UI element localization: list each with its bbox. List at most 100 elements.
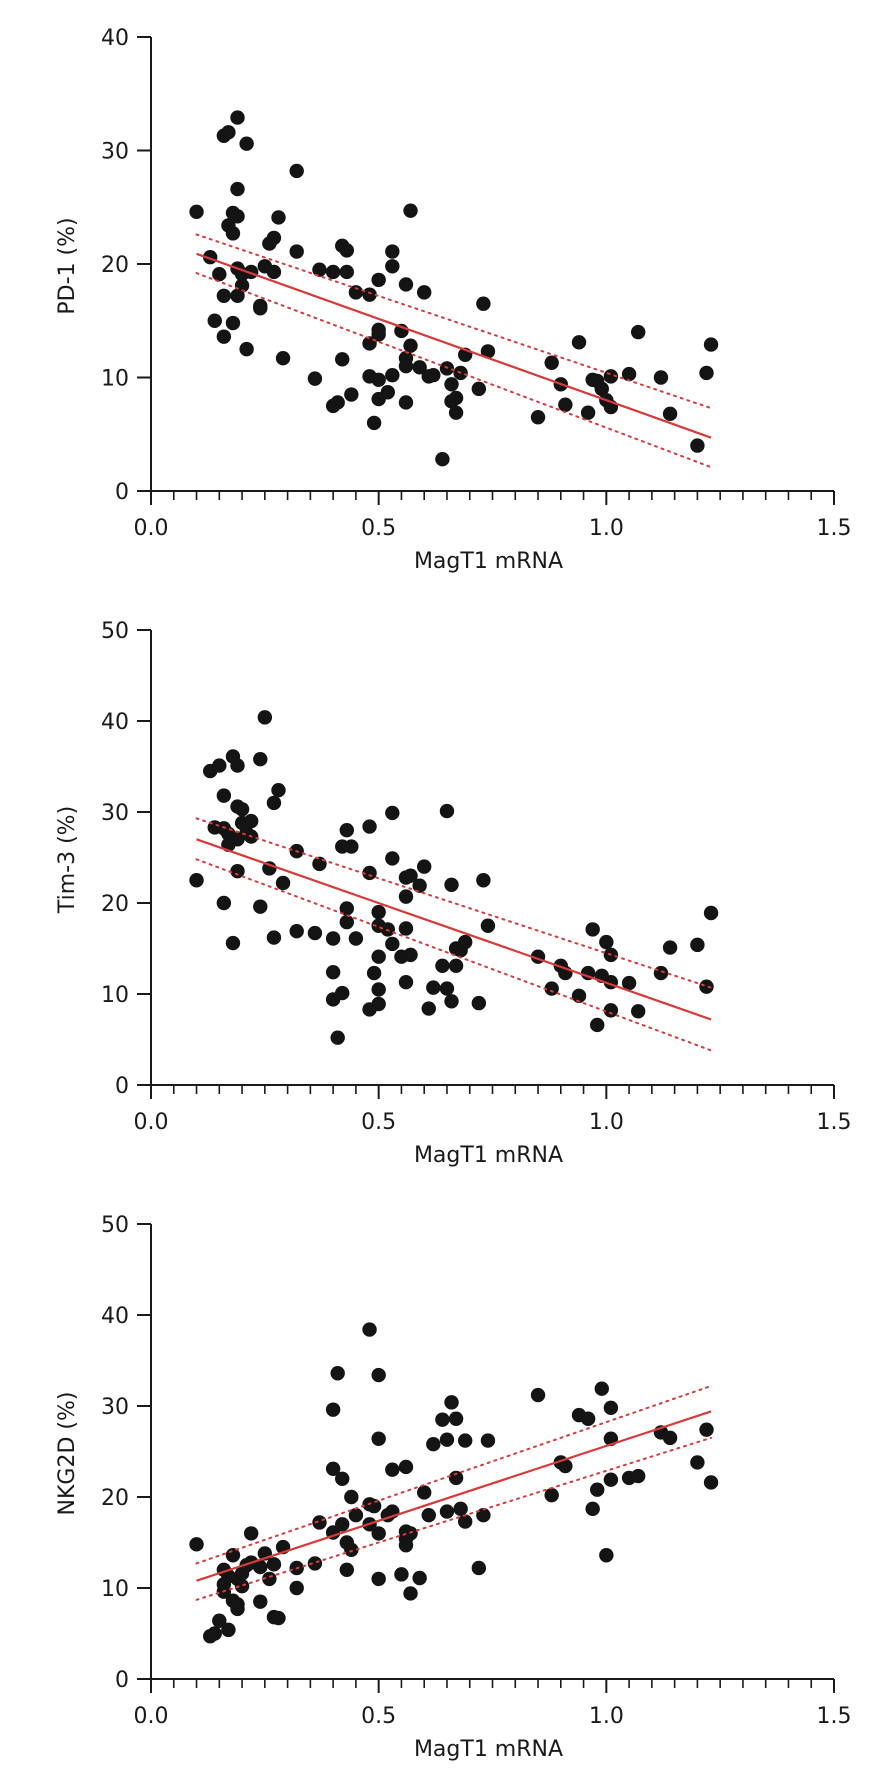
data-point	[594, 1381, 609, 1396]
data-point	[371, 327, 386, 342]
data-point	[662, 1430, 678, 1446]
data-point	[230, 1597, 245, 1612]
data-point	[594, 381, 609, 397]
data-point	[253, 899, 268, 914]
y-tick-label: 50	[101, 1213, 129, 1238]
ci-upper-line	[195, 817, 713, 989]
y-tick-label: 30	[101, 1395, 129, 1420]
data-point	[189, 873, 204, 888]
data-point	[448, 1470, 464, 1486]
data-point	[330, 1030, 345, 1045]
data-point	[585, 1501, 600, 1517]
x-tick-label: 1.5	[817, 516, 852, 541]
regression-line	[196, 1410, 712, 1582]
x-tick-label: 1.0	[589, 1110, 624, 1135]
data-point	[253, 1594, 268, 1609]
data-point	[439, 1504, 455, 1519]
y-tick-label: 30	[101, 140, 129, 165]
data-point	[344, 1489, 359, 1505]
data-point	[371, 1431, 386, 1446]
data-point	[621, 975, 637, 991]
data-point	[307, 371, 323, 386]
data-point	[439, 803, 455, 819]
data-point	[348, 1508, 364, 1523]
data-point	[344, 839, 359, 854]
data-point	[394, 1567, 409, 1582]
y-tick-label: 20	[101, 253, 129, 278]
data-point	[448, 390, 464, 406]
data-point	[398, 1538, 414, 1553]
y-tick-label: 10	[101, 367, 129, 392]
data-point	[266, 795, 282, 811]
data-point	[444, 1395, 459, 1410]
data-point	[189, 204, 204, 219]
data-point	[558, 1458, 573, 1474]
data-point	[457, 1514, 473, 1529]
data-point	[444, 877, 459, 892]
data-point	[266, 1557, 282, 1572]
data-point	[448, 1411, 464, 1426]
data-point	[275, 875, 291, 891]
data-point	[603, 1472, 619, 1487]
data-point	[325, 964, 341, 980]
data-point	[653, 370, 669, 385]
data-point	[225, 226, 241, 241]
data-point	[212, 267, 227, 282]
data-point	[412, 360, 427, 375]
chart-panel-1: 0.0 0.5 1.0 1.5 0 10 20 30 40 MagT1 mRNA PD-1 (%)	[55, 26, 852, 574]
data-point	[403, 203, 418, 218]
data-point	[435, 958, 450, 973]
data-point	[699, 365, 714, 381]
x-tick-label: 1.5	[817, 1704, 852, 1729]
regression-line	[196, 252, 712, 439]
data-point	[325, 264, 341, 280]
data-point	[366, 965, 382, 981]
data-point	[207, 1626, 222, 1641]
x-tick-label: 0.0	[134, 516, 169, 541]
data-point	[371, 904, 386, 920]
x-axis-title: MagT1 mRNA	[414, 549, 563, 574]
data-point	[403, 1586, 418, 1601]
data-point	[690, 937, 705, 953]
data-point	[385, 244, 400, 259]
data-point	[457, 934, 473, 950]
data-point	[344, 387, 359, 402]
data-point	[371, 996, 386, 1012]
data-point	[253, 752, 268, 767]
data-point	[230, 209, 245, 224]
data-point	[348, 285, 364, 300]
data-point	[480, 344, 496, 359]
data-point	[631, 1468, 646, 1484]
data-point	[385, 368, 400, 383]
data-point	[339, 1562, 354, 1578]
data-point	[335, 1517, 350, 1532]
data-point	[335, 1471, 350, 1487]
data-point	[325, 931, 341, 946]
y-tick-label: 0	[115, 480, 129, 505]
data-point	[289, 924, 304, 939]
data-point	[544, 981, 559, 996]
y-tick-label: 50	[101, 619, 129, 644]
y-axis-title: PD-1 (%)	[55, 217, 80, 314]
data-point	[476, 1508, 491, 1523]
data-point	[230, 110, 245, 125]
y-tick-label: 40	[101, 710, 129, 735]
data-point	[271, 1610, 286, 1626]
data-point	[335, 352, 350, 367]
data-point	[344, 1542, 359, 1557]
data-point	[476, 873, 491, 888]
data-point	[631, 1004, 646, 1019]
y-tick-label: 0	[115, 1668, 129, 1693]
data-point	[366, 1498, 382, 1514]
data-point	[590, 1482, 605, 1497]
data-point	[571, 988, 587, 1004]
data-point	[690, 438, 705, 453]
data-point	[580, 405, 596, 420]
data-point	[544, 1487, 559, 1503]
data-point	[403, 947, 418, 963]
data-point	[471, 1560, 487, 1576]
data-point	[398, 889, 414, 904]
data-point	[253, 1559, 268, 1575]
data-point	[371, 982, 386, 997]
data-point	[603, 1400, 619, 1416]
